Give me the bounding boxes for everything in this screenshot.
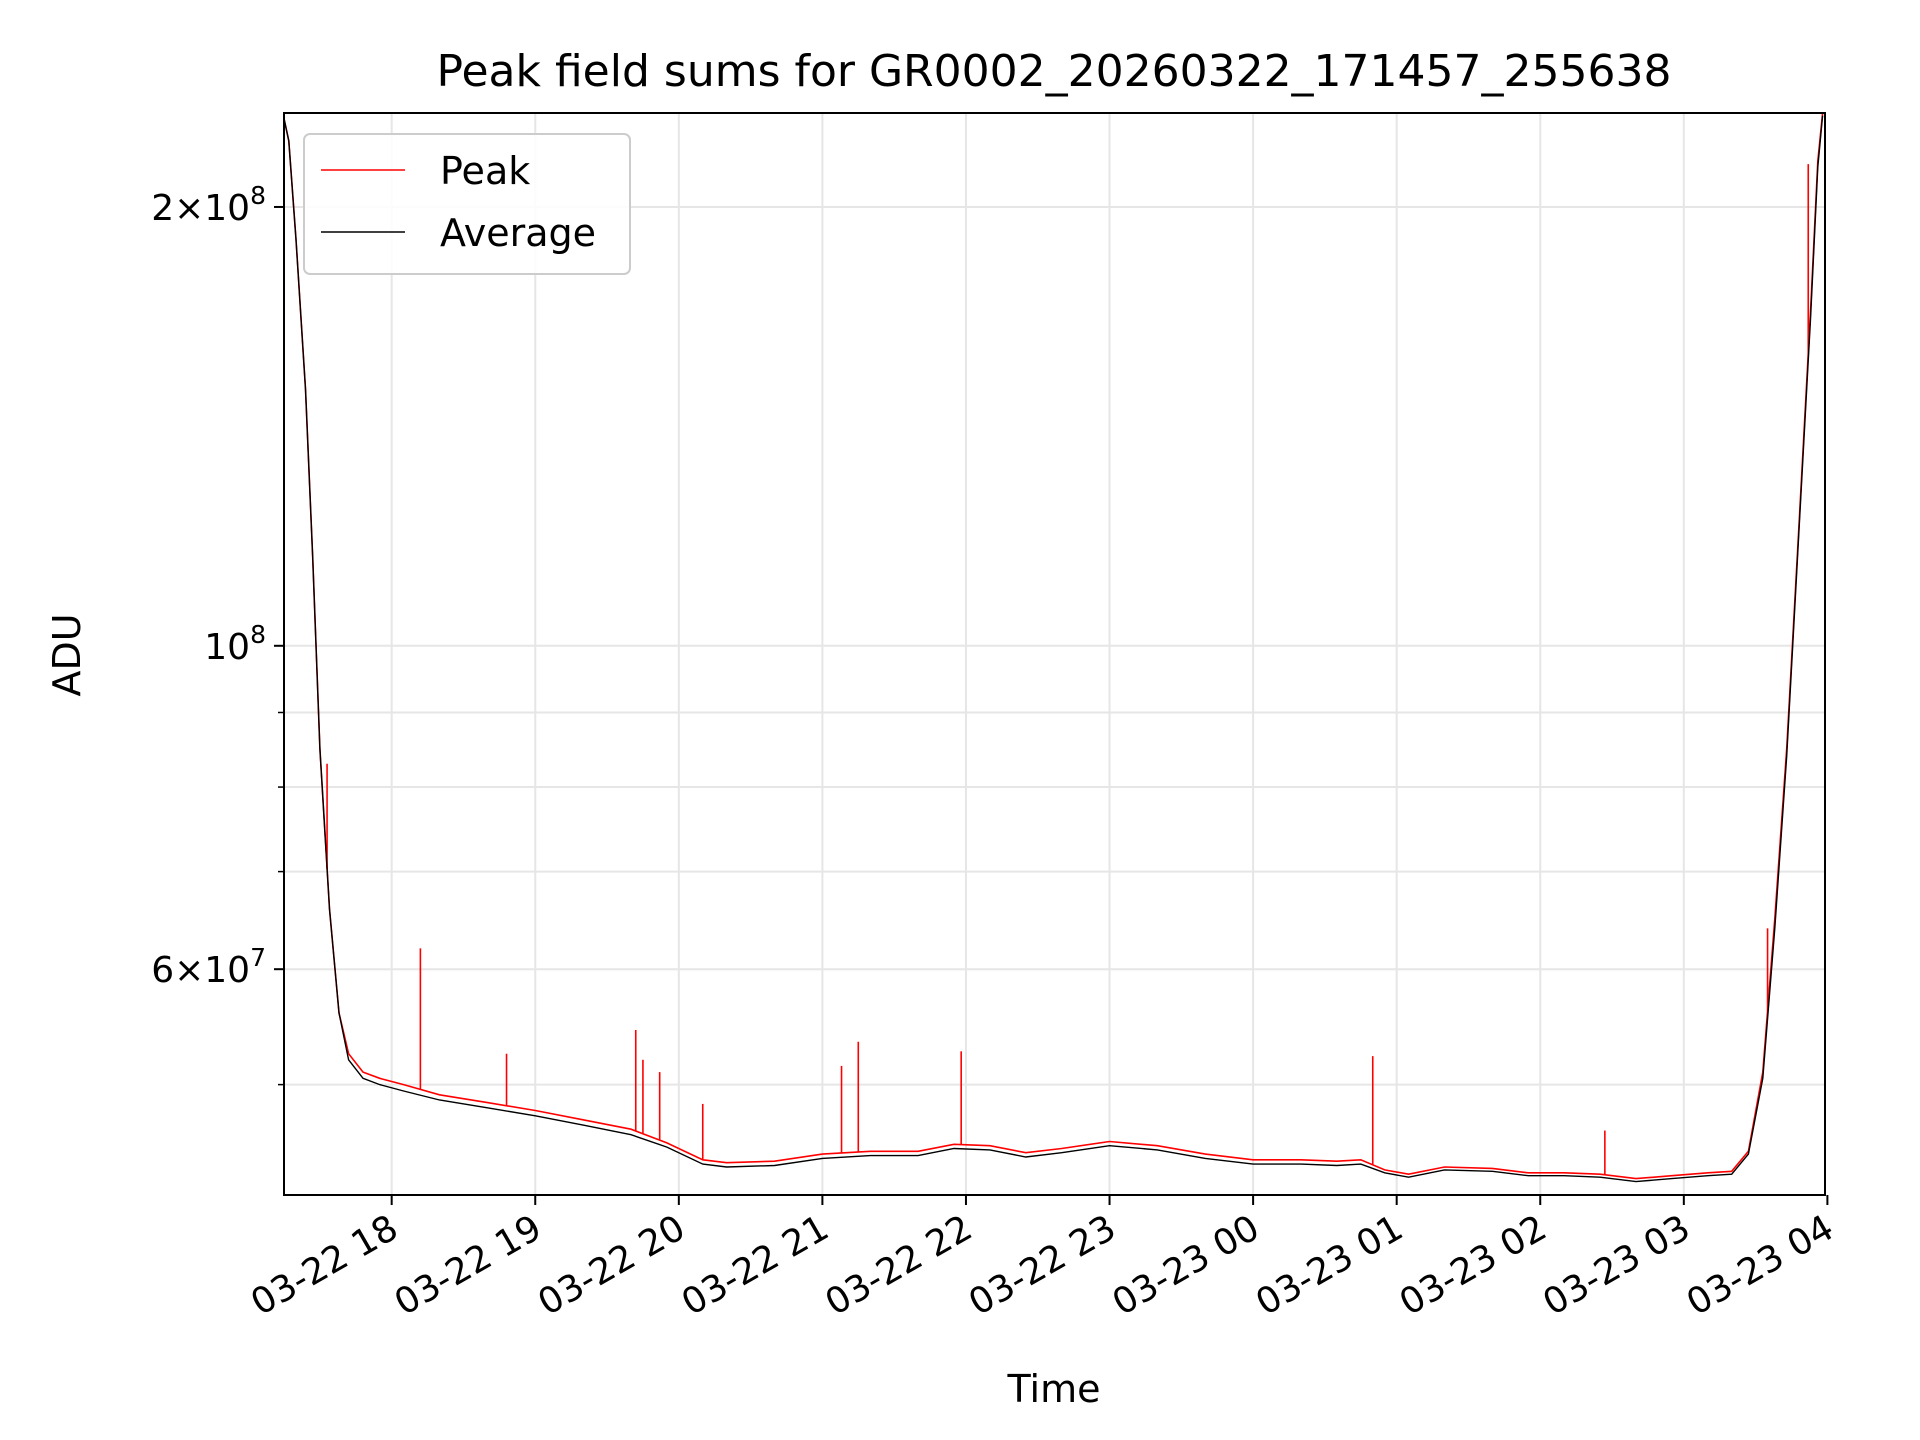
series-line-peak <box>284 113 1824 1180</box>
series-line-average <box>284 115 1824 1183</box>
y-axis-label: ADU <box>45 613 89 696</box>
plot-area <box>284 113 1824 1183</box>
x-axis-label: Time <box>1007 1367 1101 1411</box>
legend-box <box>303 133 631 275</box>
legend-label-average: Average <box>440 211 596 255</box>
y-tick-label: 6×107 <box>151 943 266 991</box>
y-axis: 2×108 108 6×107 <box>151 181 284 1086</box>
legend-label-peak: Peak <box>440 149 530 193</box>
chart-title: Peak field sums for GR0002_20260322_1714… <box>437 46 1672 97</box>
axes-frame <box>283 112 1826 1196</box>
grid <box>284 113 1825 1195</box>
y-tick-label: 2×108 <box>151 181 266 229</box>
y-tick-label: 108 <box>204 620 266 668</box>
legend: Peak Average <box>303 133 631 275</box>
